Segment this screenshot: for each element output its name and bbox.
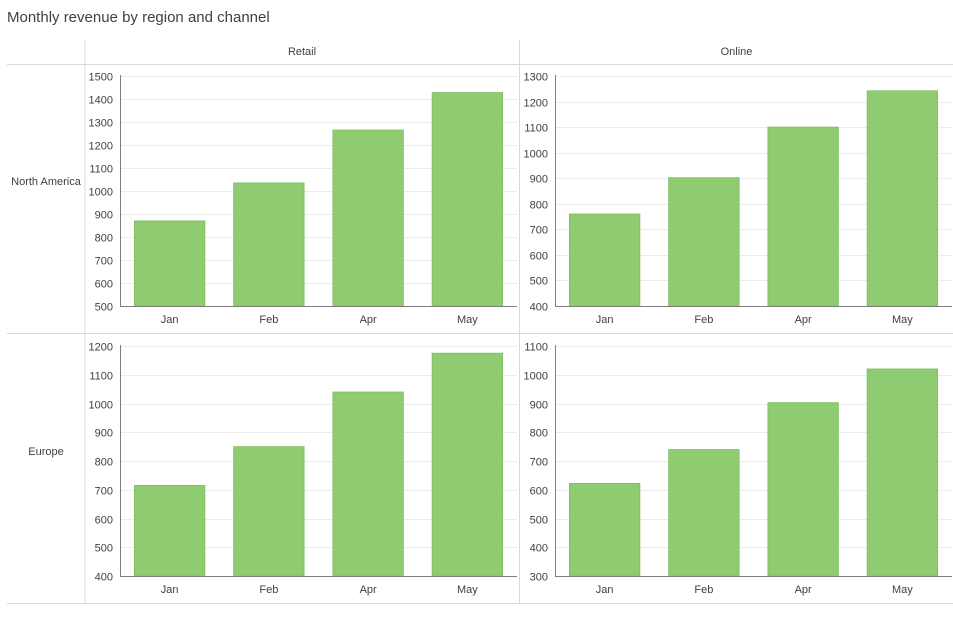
y-tick-label-north-america-retail: 1300 — [89, 118, 113, 130]
bar-europe-online-feb — [668, 449, 740, 577]
bar-europe-retail-apr — [332, 391, 404, 577]
y-tick-label-north-america-online: 700 — [530, 225, 548, 237]
bar-north-america-retail-may — [431, 92, 504, 307]
x-tick-label-north-america-retail: Jan — [161, 314, 179, 326]
y-tick-label-north-america-retail: 500 — [95, 302, 113, 314]
y-tick-label-north-america-retail: 1500 — [89, 72, 113, 84]
y-tick-label-europe-online: 800 — [530, 428, 548, 440]
y-tick-label-north-america-retail: 1200 — [89, 141, 113, 153]
bar-north-america-retail-apr — [332, 129, 404, 307]
y-tick-label-north-america-retail: 1100 — [89, 164, 113, 176]
y-tick-label-north-america-retail: 700 — [95, 256, 113, 268]
bar-north-america-retail-jan — [133, 220, 206, 307]
y-tick-label-europe-online: 900 — [530, 400, 548, 412]
bar-europe-online-apr — [767, 402, 839, 577]
y-tick-label-europe-retail: 900 — [95, 428, 113, 440]
x-tick-label-north-america-online: Apr — [795, 314, 812, 326]
y-tick-label-north-america-retail: 800 — [95, 233, 113, 245]
bar-europe-retail-feb — [233, 446, 305, 577]
y-tick-label-north-america-online: 1200 — [524, 98, 548, 110]
y-tick-label-europe-online: 700 — [530, 457, 548, 469]
x-tick-label-europe-online: Feb — [694, 584, 713, 596]
y-tick-label-north-america-retail: 600 — [95, 279, 113, 291]
x-tick-label-europe-online: Apr — [795, 584, 812, 596]
x-tick-label-europe-online: Jan — [596, 584, 614, 596]
x-tick-label-europe-online: May — [892, 584, 913, 596]
bar-europe-retail-may — [431, 352, 504, 577]
x-tick-label-north-america-online: Feb — [694, 314, 713, 326]
row-label-north-america: North America — [11, 176, 82, 188]
bar-europe-online-jan — [568, 483, 641, 577]
x-tick-label-north-america-retail: Feb — [259, 314, 278, 326]
y-tick-label-north-america-online: 400 — [530, 302, 548, 314]
panel-europe-retail — [133, 352, 504, 577]
y-tick-label-europe-online: 1000 — [524, 371, 548, 383]
column-header-online: Online — [721, 46, 753, 58]
bar-north-america-online-apr — [767, 126, 839, 307]
y-tick-label-europe-retail: 800 — [95, 457, 113, 469]
x-tick-label-europe-retail: Apr — [360, 584, 377, 596]
y-tick-label-europe-online: 300 — [530, 572, 548, 584]
bar-north-america-online-jan — [568, 213, 641, 307]
row-label-europe: Europe — [28, 446, 63, 458]
y-tick-label-north-america-retail: 1400 — [89, 95, 113, 107]
y-tick-label-north-america-retail: 900 — [95, 210, 113, 222]
y-tick-label-europe-retail: 600 — [95, 515, 113, 527]
x-tick-label-north-america-online: Jan — [596, 314, 614, 326]
y-tick-label-europe-retail: 1100 — [89, 371, 113, 383]
y-tick-label-europe-retail: 700 — [95, 486, 113, 498]
y-tick-label-europe-retail: 400 — [95, 572, 113, 584]
bar-north-america-online-may — [866, 90, 939, 307]
panel-north-america-online — [568, 90, 939, 307]
y-tick-label-north-america-online: 600 — [530, 251, 548, 263]
x-tick-label-europe-retail: May — [457, 584, 478, 596]
y-tick-label-north-america-online: 1000 — [524, 149, 548, 161]
x-tick-label-north-america-retail: Apr — [360, 314, 377, 326]
y-tick-label-north-america-online: 900 — [530, 174, 548, 186]
chart-title: Monthly revenue by region and channel — [7, 9, 270, 26]
column-header-retail: Retail — [288, 46, 316, 58]
y-tick-label-europe-retail: 1000 — [89, 400, 113, 412]
bar-europe-online-may — [866, 368, 939, 577]
y-tick-label-europe-online: 600 — [530, 486, 548, 498]
x-tick-label-north-america-retail: May — [457, 314, 478, 326]
panel-europe-online — [568, 368, 939, 577]
y-tick-label-north-america-online: 1100 — [524, 123, 548, 135]
x-tick-label-europe-retail: Jan — [161, 584, 179, 596]
y-tick-label-europe-online: 500 — [530, 515, 548, 527]
y-tick-label-north-america-retail: 1000 — [89, 187, 113, 199]
panel-north-america-retail — [133, 92, 504, 307]
bar-north-america-online-feb — [668, 177, 740, 307]
y-tick-label-europe-online: 1100 — [524, 342, 548, 354]
x-tick-label-north-america-online: May — [892, 314, 913, 326]
y-tick-label-europe-online: 400 — [530, 543, 548, 555]
y-tick-label-north-america-online: 500 — [530, 276, 548, 288]
y-tick-label-north-america-online: 800 — [530, 200, 548, 212]
x-tick-label-europe-retail: Feb — [259, 584, 278, 596]
bar-europe-retail-jan — [133, 485, 206, 577]
y-tick-label-europe-retail: 1200 — [89, 342, 113, 354]
y-tick-label-europe-retail: 500 — [95, 543, 113, 555]
y-tick-label-north-america-online: 1300 — [524, 72, 548, 84]
bar-north-america-retail-feb — [233, 182, 305, 307]
